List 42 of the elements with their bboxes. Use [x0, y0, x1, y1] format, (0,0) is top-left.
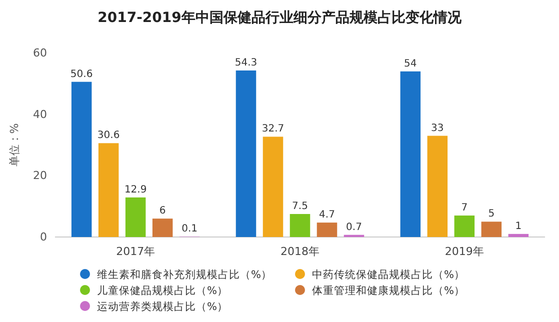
bar — [125, 197, 146, 237]
bar — [508, 234, 529, 237]
data-label: 0.7 — [346, 222, 362, 233]
data-label: 6 — [159, 206, 166, 217]
y-tick-label: 0 — [40, 230, 47, 244]
legend-label: 运动营养类规模占比（%） — [97, 300, 228, 313]
y-tick-label: 60 — [33, 46, 47, 60]
bar — [400, 71, 421, 237]
data-label: 0.1 — [182, 224, 198, 235]
y-tick-label: 20 — [33, 169, 47, 182]
data-label: 54.3 — [234, 57, 258, 68]
x-tick-label: 2017年 — [116, 244, 156, 258]
data-label: 5 — [488, 208, 495, 220]
data-label: 32.7 — [262, 124, 284, 135]
chart-title: 2017-2019年中国保健品行业细分产品规模占比变化情况 — [98, 9, 462, 26]
bar — [427, 136, 448, 237]
x-tick-label: 2018年 — [280, 244, 320, 258]
data-label: 54 — [404, 58, 417, 70]
data-label: 7.5 — [292, 201, 308, 212]
data-label: 12.9 — [124, 184, 147, 196]
data-label: 50.6 — [70, 68, 93, 80]
y-axis-title: 单位：% — [8, 123, 21, 167]
bar — [71, 82, 92, 237]
bar — [481, 222, 502, 237]
y-tick-label: 40 — [33, 108, 47, 121]
data-label: 4.7 — [319, 210, 335, 221]
bar — [236, 70, 256, 237]
data-label: 33 — [431, 122, 444, 134]
bar — [152, 218, 173, 237]
legend-label: 儿童保健品规模占比（%） — [97, 284, 228, 297]
x-tick-label: 2019年 — [444, 244, 484, 258]
bar — [454, 216, 475, 237]
legend-label: 中药传统保健品规模占比（%） — [312, 268, 465, 281]
data-label: 1 — [515, 220, 522, 232]
bar — [290, 214, 310, 237]
bar — [316, 222, 338, 237]
legend-label: 维生素和膳食补充剂规模占比（%） — [97, 268, 272, 281]
data-label: 7 — [461, 202, 468, 214]
data-label: 30.6 — [97, 130, 120, 142]
bar — [262, 136, 284, 237]
bar — [98, 143, 119, 237]
legend-label: 体重管理和健康规模占比（%） — [312, 284, 465, 297]
